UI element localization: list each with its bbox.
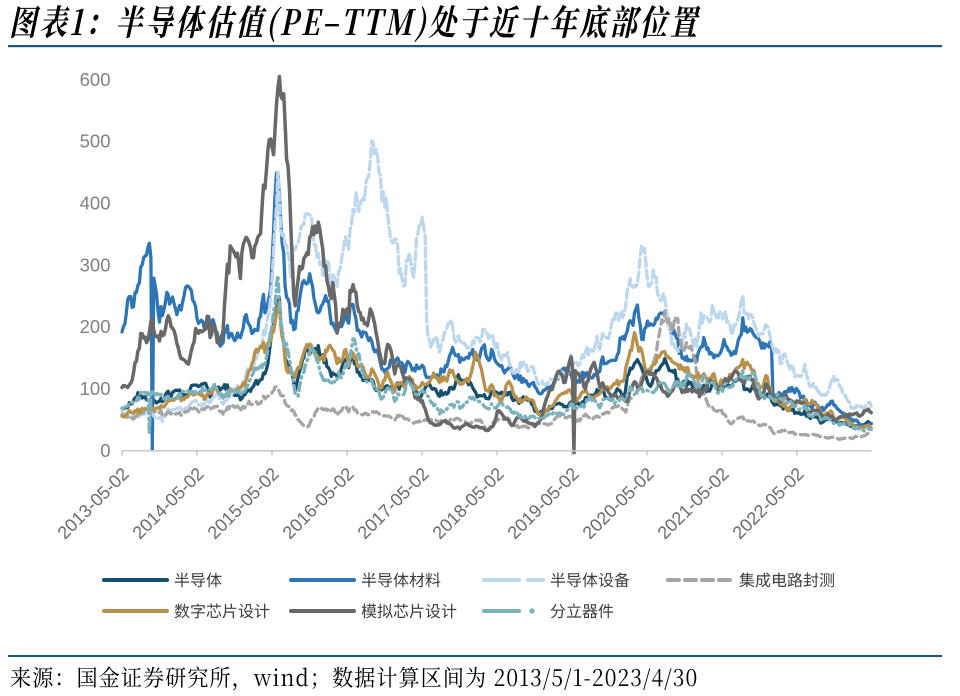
svg-text:600: 600	[80, 69, 111, 90]
svg-text:100: 100	[80, 378, 111, 399]
svg-text:500: 500	[80, 131, 111, 152]
svg-text:300: 300	[80, 254, 111, 275]
svg-text:400: 400	[80, 193, 111, 214]
svg-text:200: 200	[80, 316, 111, 337]
svg-text:0: 0	[100, 440, 110, 461]
